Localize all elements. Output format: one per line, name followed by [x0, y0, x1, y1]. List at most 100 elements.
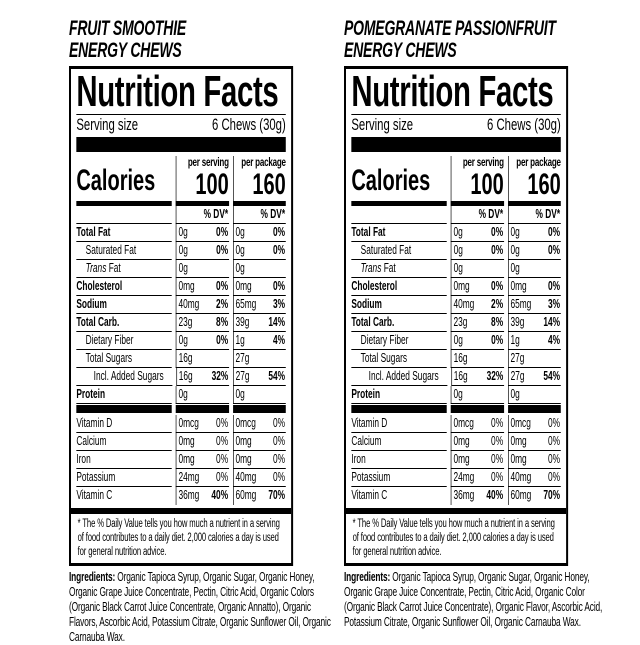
vitamin-package-cell: 60mg 70%	[507, 487, 561, 505]
nutrient-package-amount: 0mg	[235, 279, 252, 293]
nutrient-serving-cell: 16g 32%	[176, 368, 229, 386]
nutrient-package-cell: 0g	[232, 260, 286, 278]
vitamin-package-dv: 0%	[548, 416, 561, 430]
per-package-calories-value: 160	[252, 168, 286, 201]
per-package-label: per package	[516, 155, 561, 169]
nutrient-serving-dv: 0%	[216, 279, 229, 293]
nutrient-row: Incl. Added Sugars 16g 32% 27g 54%	[76, 368, 286, 386]
vitamin-label: Vitamin C	[76, 488, 113, 502]
per-package-label: per package	[241, 155, 286, 169]
vitamin-row: Vitamin C 36mg 40% 60mg 70%	[76, 487, 285, 505]
nutrient-package-amount: 39g	[510, 315, 525, 329]
nutrient-package-cell: 65mg 3%	[232, 296, 286, 314]
nutrient-row: Total Fat 0g 0% 0g 0%	[76, 224, 286, 242]
nutrient-row: Trans Fat 0g 0g	[76, 260, 286, 278]
footnote: * The % Daily Value tells you how much a…	[346, 508, 567, 563]
dv-header-row: % DV*% DV*	[76, 206, 286, 224]
nutrient-label-text: Dietary Fiber	[360, 333, 409, 347]
per-package-calories: per package 160	[507, 155, 561, 206]
nutrient-row: Protein 0g 0g	[351, 386, 561, 404]
vitamin-serving-dv: 0%	[216, 434, 229, 448]
nutrient-serving-cell: 0g 0%	[175, 224, 229, 242]
vitamin-package-dv: 0%	[273, 452, 286, 466]
vitamin-serving-amount: 0mg	[178, 434, 195, 448]
vitamins-divider	[76, 405, 286, 415]
nutrient-label: Total Carb.	[351, 314, 447, 332]
vitamin-package-dv: 0%	[273, 434, 286, 448]
dv-header-spacer	[76, 206, 172, 224]
nutrient-package-cell: 0g 0%	[232, 224, 286, 242]
nutrient-label: Sodium	[76, 296, 172, 314]
product-title: FRUIT SMOOTHIE ENERGY CHEWS	[69, 18, 186, 66]
nutrient-serving-dv: 8%	[491, 315, 504, 329]
nutrient-package-cell: 1g 4%	[232, 332, 286, 350]
nutrient-row: Total Carb. 23g 8% 39g 14%	[76, 314, 286, 332]
vitamin-label: Vitamin D	[351, 415, 447, 433]
vitamin-row: Calcium 0mg 0% 0mg 0%	[76, 433, 286, 451]
nutrient-label-text: Dietary Fiber	[85, 333, 134, 347]
vitamin-package-cell: 0mg 0%	[507, 451, 561, 469]
thick-divider	[76, 137, 286, 152]
nutrient-package-amount: 1g	[235, 333, 245, 347]
nutrient-package-dv: 3%	[273, 297, 286, 311]
nutrient-package-cell: 27g 54%	[507, 368, 561, 386]
vitamin-serving-amount: 36mg	[453, 488, 475, 502]
nutrient-row: Saturated Fat 0g 0% 0g 0%	[351, 242, 561, 260]
nutrient-label-text: Sodium	[351, 297, 382, 311]
nutrient-package-amount: 39g	[235, 315, 250, 329]
nutrient-package-amount: 27g	[510, 351, 525, 365]
vitamin-serving-amount: 24mg	[453, 470, 475, 484]
nutrient-package-amount: 0g	[510, 225, 520, 239]
dv-header-package: % DV*	[232, 206, 286, 224]
vitamin-package-amount: 0mg	[510, 452, 527, 466]
nutrient-row: Total Sugars 16g 27g	[76, 350, 286, 368]
vitamin-serving-amount: 36mg	[178, 488, 200, 502]
nutrient-label: Incl. Added Sugars	[76, 368, 173, 386]
nutrient-package-dv: 0%	[548, 279, 561, 293]
nutrient-label-text: Saturated Fat	[360, 243, 412, 257]
calories-label: Calories	[76, 156, 172, 206]
nutrient-label: Total Fat	[351, 224, 447, 242]
nutrient-serving-cell: 16g 32%	[451, 368, 504, 386]
vitamin-serving-cell: 36mg 40%	[450, 487, 504, 505]
nutrient-label: Cholesterol	[351, 278, 447, 296]
vitamin-serving-dv: 0%	[491, 434, 504, 448]
nutrient-serving-amount: 23g	[453, 315, 468, 329]
calories-row: Calories per serving 100 per package 160	[351, 155, 561, 206]
vitamin-package-amount: 0mcg	[235, 416, 256, 430]
nutrient-serving-dv: 0%	[216, 243, 229, 257]
vitamin-package-cell: 0mg 0%	[232, 433, 286, 451]
vitamin-package-dv: 0%	[548, 452, 561, 466]
nutrient-row: Sodium 40mg 2% 65mg 3%	[351, 296, 561, 314]
nutrient-package-amount: 0g	[235, 261, 245, 275]
nutrient-package-cell: 65mg 3%	[507, 296, 561, 314]
nutrient-row: Protein 0g 0g	[76, 386, 286, 404]
nutrient-serving-amount: 0g	[453, 225, 463, 239]
nutrient-row: Trans Fat 0g 0g	[351, 260, 561, 278]
nutrient-serving-amount: 0g	[453, 333, 463, 347]
nutrient-label: Total Fat	[76, 224, 172, 242]
nutrient-package-dv: 54%	[543, 369, 561, 383]
nutrient-label-text: Cholesterol	[76, 279, 123, 293]
vitamin-serving-dv: 40%	[211, 488, 229, 502]
vitamin-serving-amount: 0mg	[453, 452, 470, 466]
nutrient-package-cell: 0g 0%	[507, 242, 561, 260]
nutrition-panel: FRUIT SMOOTHIE ENERGY CHEWS Nutrition Fact…	[69, 18, 341, 645]
vitamin-package-amount: 40mg	[510, 470, 532, 484]
nutrient-package-amount: 27g	[510, 369, 525, 383]
vitamin-row: Vitamin D 0mcg 0% 0mcg 0%	[76, 415, 286, 433]
divider	[351, 114, 561, 115]
nutrient-serving-amount: 0g	[453, 243, 463, 257]
vitamin-package-cell: 0mg 0%	[232, 451, 286, 469]
nutrient-serving-dv: 8%	[216, 315, 229, 329]
vitamin-serving-cell: 0mg 0%	[175, 433, 229, 451]
nutrient-package-cell: 27g	[232, 350, 286, 368]
per-serving-calories-value: 100	[470, 168, 504, 201]
nutrient-package-cell: 0g 0%	[232, 242, 286, 260]
per-serving-calories: per serving 100	[450, 156, 504, 206]
vitamin-label: Vitamin D	[76, 415, 172, 433]
nutrient-serving-amount: 40mg	[178, 297, 200, 311]
nutrient-package-dv: 14%	[543, 315, 561, 329]
serving-size-value: 6 Chews (30g)	[487, 115, 561, 134]
bar-label	[76, 405, 172, 413]
